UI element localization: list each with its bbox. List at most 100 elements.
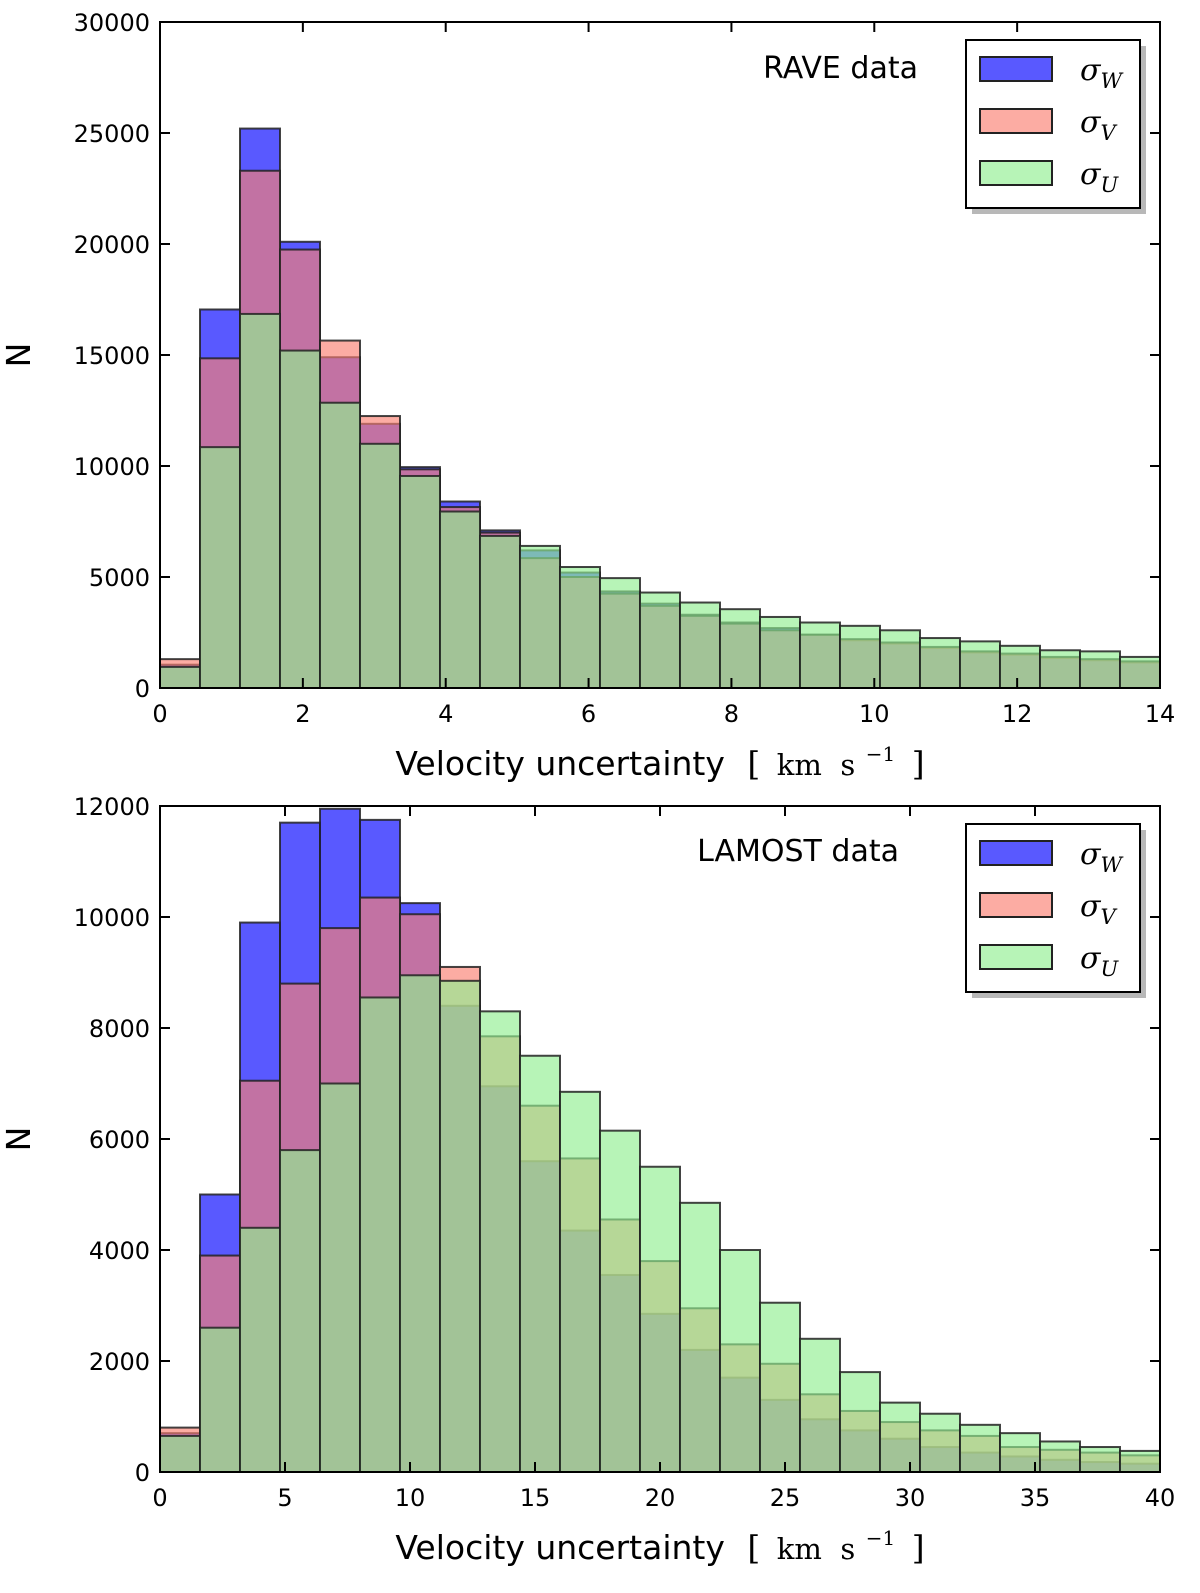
y-tick-label: 4000: [89, 1237, 150, 1265]
bar: [599, 577, 641, 689]
x-tick-label: 5: [277, 1484, 292, 1512]
rave-panel: 0 2 4 6 8 10 12 14 0 5000 10000 15000 20000 25000 3000…: [0, 9, 1175, 783]
bar: [879, 629, 921, 690]
bar: [479, 1010, 521, 1473]
bar: [759, 615, 801, 690]
x-axis-label: Velocity uncertainty [ km s −1 ]: [395, 730, 924, 783]
bar: [279, 1149, 321, 1473]
bar: [519, 544, 561, 689]
y-tick-label: 6000: [89, 1126, 150, 1154]
x-tick-label: 0: [152, 700, 167, 728]
x-tick-label: 8: [724, 700, 739, 728]
x-tick-label: 14: [1145, 700, 1176, 728]
bar: [359, 996, 401, 1473]
bar: [839, 624, 881, 690]
bar: [159, 665, 201, 689]
legend-swatch: [979, 160, 1053, 186]
legend-swatch: [979, 108, 1053, 134]
bar: [199, 1326, 241, 1473]
bar: [319, 401, 361, 689]
bar: [799, 621, 841, 690]
legend-label: σW: [1080, 53, 1124, 93]
bar: [399, 974, 441, 1474]
bar: [199, 446, 241, 689]
x-tick-label: 30: [895, 1484, 926, 1512]
annotation-label: LAMOST data: [697, 834, 899, 869]
x-tick-label: 10: [859, 700, 890, 728]
bar: [559, 566, 601, 690]
x-tick-label: 25: [770, 1484, 801, 1512]
bar: [559, 1090, 601, 1473]
bar: [439, 979, 481, 1473]
legend-swatch: [979, 892, 1053, 918]
bar: [759, 1301, 801, 1473]
bar: [439, 510, 481, 690]
bar: [719, 1249, 761, 1473]
x-tick-label: 0: [152, 1484, 167, 1512]
bar: [639, 1165, 681, 1473]
bar: [319, 1082, 361, 1473]
y-tick-label: 8000: [89, 1015, 150, 1043]
bar: [1079, 1446, 1121, 1474]
y-axis-label: N: [0, 343, 38, 368]
y-tick-label: 10000: [74, 904, 150, 932]
bar: [719, 608, 761, 689]
bar: [159, 1434, 201, 1474]
bar: [919, 637, 961, 689]
x-tick-label: 35: [1020, 1484, 1051, 1512]
bar: [479, 534, 521, 689]
bar: [959, 1423, 1001, 1473]
y-tick-label: 12000: [74, 793, 150, 821]
x-tick-label: 15: [520, 1484, 551, 1512]
bar: [839, 1371, 881, 1473]
y-tick-label: 30000: [74, 9, 150, 37]
bar: [1039, 1440, 1081, 1473]
legend-swatch: [979, 56, 1053, 82]
x-tick-label: 10: [395, 1484, 426, 1512]
bar: [1079, 650, 1121, 689]
x-tick-label: 20: [645, 1484, 676, 1512]
x-axis-label-text: Velocity uncertainty: [395, 1528, 725, 1567]
bar: [239, 1226, 281, 1474]
y-tick-label: 0: [135, 675, 150, 703]
bar: [879, 1401, 921, 1473]
bar: [679, 1201, 721, 1473]
bar: [239, 312, 281, 689]
x-axis-label-text: Velocity uncertainty: [395, 744, 725, 783]
x-tick-label: 2: [295, 700, 310, 728]
legend-swatch: [979, 840, 1053, 866]
bar: [1039, 649, 1081, 690]
y-tick-label: 15000: [74, 342, 150, 370]
y-tick-label: 0: [135, 1459, 150, 1487]
annotation-label: RAVE data: [763, 51, 918, 86]
lamost-panel: 0 5 10 15 20 25 30 35 40 0 2000 4000 6000 8000 10000 12…: [0, 793, 1175, 1567]
bar: [959, 640, 1001, 690]
legend: σW σV σU: [965, 823, 1146, 998]
bar: [639, 591, 681, 689]
y-tick-label: 25000: [74, 120, 150, 148]
x-tick-label: 12: [1002, 700, 1033, 728]
bar: [919, 1412, 961, 1473]
bar: [1119, 655, 1161, 689]
legend-swatch: [979, 944, 1053, 970]
x-tick-label: 6: [581, 700, 596, 728]
x-axis-label: Velocity uncertainty [ km s −1 ]: [395, 1514, 924, 1567]
y-tick-label: 20000: [74, 231, 150, 259]
legend: σW σV σU: [965, 39, 1146, 214]
bar: [999, 644, 1041, 690]
y-tick-label: 5000: [89, 564, 150, 592]
x-tick-label: 4: [438, 700, 453, 728]
bar: [519, 1054, 561, 1473]
bar: [1119, 1449, 1161, 1474]
bar: [799, 1337, 841, 1474]
x-tick-label: 40: [1145, 1484, 1176, 1512]
bar: [599, 1129, 641, 1474]
legend-label: σV: [1080, 105, 1117, 145]
legend-label: σV: [1080, 889, 1117, 929]
bar: [679, 601, 721, 690]
bar: [279, 349, 321, 689]
series-u: [159, 312, 1161, 690]
legend-label: σU: [1080, 941, 1119, 981]
y-axis-label: N: [0, 1127, 38, 1152]
